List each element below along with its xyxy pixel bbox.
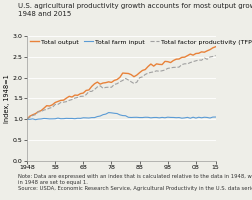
Y-axis label: Index, 1948=1: Index, 1948=1	[4, 74, 10, 123]
Legend: Total output, Total farm input, Total factor productivity (TFP): Total output, Total farm input, Total fa…	[30, 39, 252, 45]
Text: Note: Data are expressed with an index that is calculated relative to the data i: Note: Data are expressed with an index t…	[18, 174, 252, 191]
Text: U.S. agricultural productivity growth accounts for most output growth between
19: U.S. agricultural productivity growth ac…	[18, 3, 252, 17]
